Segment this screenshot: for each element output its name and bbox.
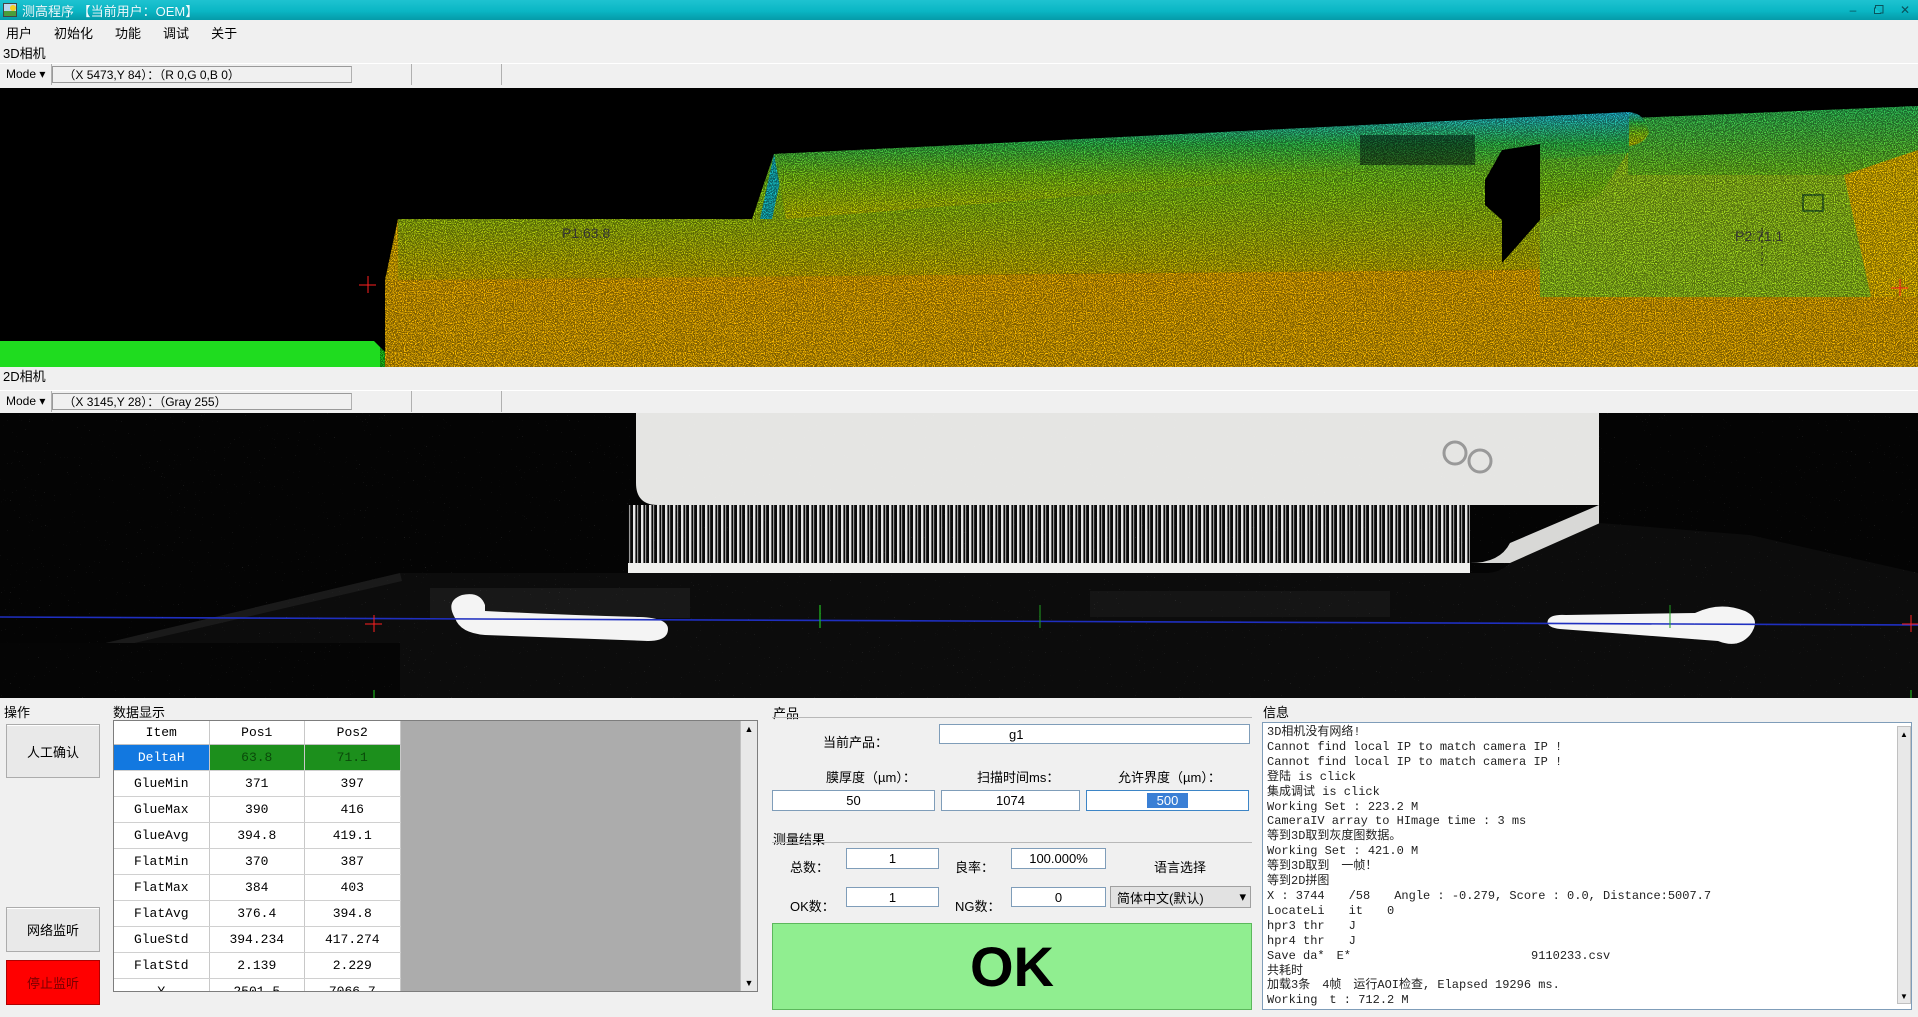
svg-text:P2:71.1: P2:71.1 (1735, 228, 1783, 244)
svg-text:P1:63.8: P1:63.8 (562, 225, 610, 241)
